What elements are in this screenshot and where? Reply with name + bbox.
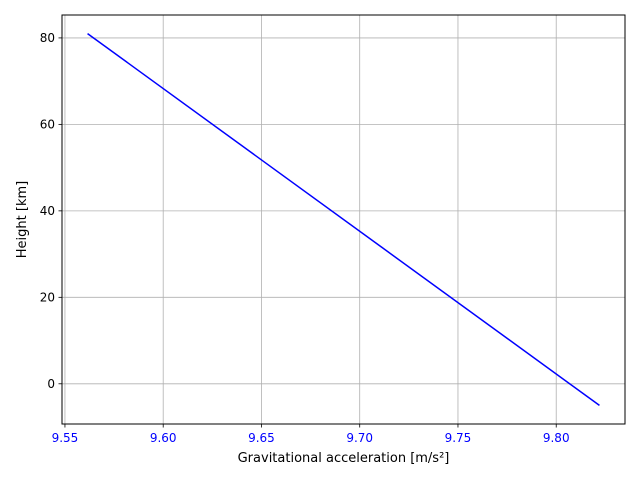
x-tick-label: 9.60 bbox=[150, 431, 177, 445]
plot-frame bbox=[61, 14, 626, 425]
y-tick-label: 80 bbox=[40, 31, 55, 45]
series-layer bbox=[87, 32, 600, 407]
y-tick-label: 0 bbox=[47, 377, 55, 391]
x-tick-label: 9.55 bbox=[52, 431, 79, 445]
y-axis-ticks: 0 20 40 60 80 bbox=[40, 31, 62, 391]
series-line-0 bbox=[87, 32, 600, 407]
y-tick-label: 40 bbox=[40, 204, 55, 218]
grid bbox=[62, 15, 625, 424]
x-tick-label: 9.80 bbox=[543, 431, 570, 445]
x-tick-label: 9.70 bbox=[346, 431, 373, 445]
y-axis-label: Height [km] bbox=[15, 181, 30, 258]
y-tick-label: 60 bbox=[40, 118, 55, 132]
x-tick-label: 9.65 bbox=[248, 431, 275, 445]
y-tick-label: 20 bbox=[40, 291, 55, 305]
x-axis-ticks: 9.55 9.60 9.65 9.70 9.75 9.80 bbox=[52, 424, 570, 445]
x-tick-label: 9.75 bbox=[445, 431, 472, 445]
x-axis-label: Gravitational acceleration [m/s²] bbox=[238, 451, 450, 466]
